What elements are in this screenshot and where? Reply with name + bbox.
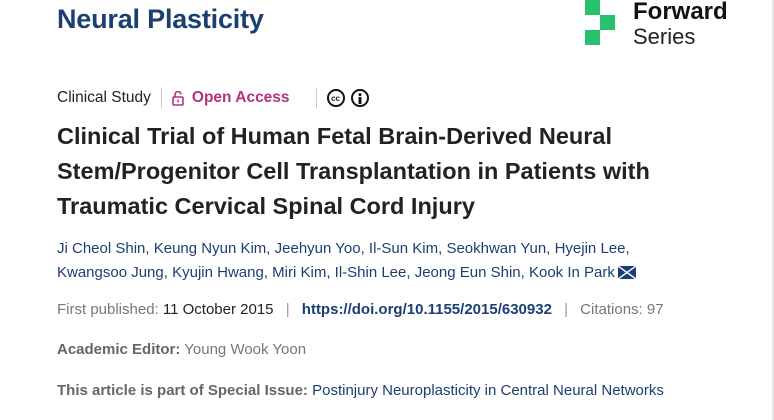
article-type: Clinical Study <box>57 89 151 106</box>
article-title: Clinical Trial of Human Fetal Brain-Deri… <box>57 123 650 219</box>
license-icons[interactable]: cc <box>326 89 369 107</box>
author-link[interactable]: Jeong Eun Shin <box>414 264 521 281</box>
doi-link[interactable]: https://doi.org/10.1155/2015/630932 <box>301 301 552 318</box>
published-date: 11 October 2015 <box>162 301 274 318</box>
citations-label: Citations: <box>580 301 643 318</box>
author-link[interactable]: Il-Sun Kim <box>368 240 439 257</box>
author-link[interactable]: Miri Kim <box>272 264 327 281</box>
page-edge-divider <box>772 0 774 420</box>
cc-icon: cc <box>326 89 345 107</box>
logo-square <box>585 30 600 45</box>
journal-title[interactable]: Neural Plasticity <box>57 4 264 34</box>
author-link[interactable]: Ji Cheol Shin <box>57 240 146 257</box>
divider <box>315 88 317 108</box>
special-issue-label: This article is part of Special Issue: <box>57 382 308 399</box>
logo-text-series: Series <box>633 24 696 49</box>
author-link[interactable]: Keung Nyun Kim <box>153 240 267 257</box>
author-link[interactable]: Kyujin Hwang <box>172 264 264 281</box>
author-link[interactable]: Il-Shin Lee <box>334 264 407 281</box>
open-lock-icon <box>172 90 184 106</box>
article-meta: Clinical Study Open Access cc <box>57 87 369 109</box>
author-link[interactable]: Seokhwan Yun <box>446 240 547 257</box>
author-list: Ji Cheol Shin, Keung Nyun Kim, Jeehyun Y… <box>57 237 747 287</box>
editor-name: Young Wook Yoon <box>184 341 307 358</box>
logo-square <box>600 15 615 30</box>
attribution-icon <box>350 89 369 107</box>
forward-series-logo[interactable]: Forward Series <box>585 0 745 50</box>
open-access-label: Open Access <box>191 89 290 106</box>
email-icon[interactable] <box>617 263 637 287</box>
published-label: First published: <box>57 301 159 318</box>
author-link[interactable]: Kook In Park <box>528 264 615 281</box>
divider <box>160 88 162 108</box>
logo-square <box>585 0 600 15</box>
divider: | <box>285 301 290 318</box>
author-link[interactable]: Kwangsoo Jung <box>57 264 164 281</box>
academic-editor: Academic Editor: Young Wook Yoon <box>57 341 306 358</box>
editor-label: Academic Editor: <box>57 341 181 358</box>
special-issue: This article is part of Special Issue: P… <box>57 382 664 399</box>
open-access-badge[interactable]: Open Access <box>172 89 290 107</box>
author-link[interactable]: Jeehyun Yoo <box>274 240 361 257</box>
citations-count[interactable]: 97 <box>646 301 664 318</box>
author-link[interactable]: Hyejin Lee <box>554 240 626 257</box>
logo-text-forward: Forward <box>633 0 728 25</box>
divider: | <box>564 301 568 318</box>
publication-info: First published: 11 October 2015 | https… <box>57 301 664 318</box>
special-issue-link[interactable]: Postinjury Neuroplasticity in Central Ne… <box>312 382 664 399</box>
